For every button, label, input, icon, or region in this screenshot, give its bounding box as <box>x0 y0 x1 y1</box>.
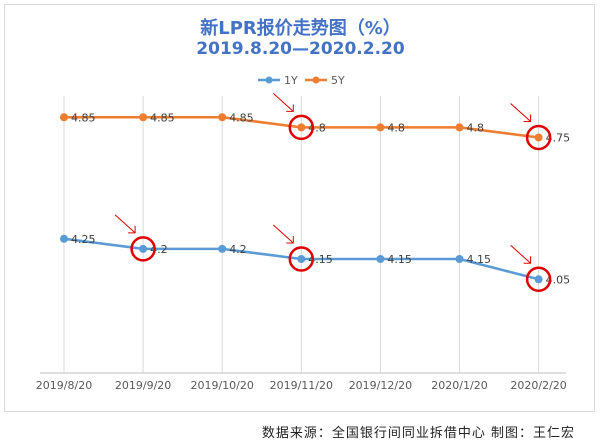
data-label: 4.25 <box>71 233 96 246</box>
highlight-circle <box>288 246 315 272</box>
data-point <box>297 123 306 132</box>
x-tick-label: 2019/10/20 <box>190 379 253 392</box>
legend-label: 5Y <box>331 74 345 87</box>
highlight-arrow <box>272 224 294 244</box>
data-label: 4.85 <box>150 111 175 124</box>
data-point <box>139 113 148 122</box>
data-label: 4.8 <box>467 121 485 134</box>
data-point <box>376 123 385 132</box>
legend-label: 1Y <box>284 74 298 87</box>
data-label: 4.15 <box>467 253 492 266</box>
x-tick-label: 2019/8/20 <box>36 379 92 392</box>
data-point <box>376 255 385 263</box>
highlight-arrowhead <box>128 225 136 234</box>
highlight-circle <box>525 266 552 292</box>
data-point <box>455 123 464 132</box>
highlight-arrowhead <box>286 236 294 244</box>
chart-title: 新LPR报价走势图（%） <box>200 18 401 39</box>
data-point <box>60 113 68 122</box>
highlight-arrow <box>510 103 531 122</box>
data-point <box>218 244 227 253</box>
data-point <box>297 255 306 263</box>
highlight-circle <box>130 236 156 262</box>
data-label: 4.75 <box>546 132 571 145</box>
data-point <box>218 113 227 122</box>
x-tick-label: 2020/2/20 <box>510 379 566 392</box>
highlight-circle <box>525 124 552 151</box>
highlight-arrow <box>272 93 294 112</box>
x-tick-label: 2020/1/20 <box>431 379 487 392</box>
highlight-arrow <box>114 214 136 234</box>
highlight-arrow <box>510 244 531 264</box>
x-tick-label: 2019/11/20 <box>270 379 333 392</box>
x-tick-label: 2019/12/20 <box>349 379 412 392</box>
chart-subtitle: 2019.8.20—2020.2.20 <box>196 39 405 59</box>
highlight-arrowhead <box>523 114 532 122</box>
data-label: 4.85 <box>71 111 96 124</box>
legend-marker <box>312 76 320 84</box>
data-label: 4.85 <box>229 111 254 124</box>
data-point <box>534 133 543 142</box>
data-point <box>60 234 68 243</box>
data-label: 4.05 <box>546 273 571 286</box>
highlight-circle <box>288 114 315 141</box>
source-note: 数据来源：全国银行间同业拆借中心 制图：王仁宏 <box>261 426 575 441</box>
data-label: 4.15 <box>308 253 333 266</box>
data-point <box>455 255 464 263</box>
data-point <box>139 244 148 253</box>
legend-marker <box>265 76 273 84</box>
highlight-arrowhead <box>523 256 532 264</box>
data-label: 4.2 <box>229 243 247 256</box>
data-point <box>534 275 543 284</box>
x-tick-label: 2019/9/20 <box>115 379 171 392</box>
data-label: 4.15 <box>387 253 412 266</box>
highlight-arrowhead <box>286 104 294 112</box>
chart-frame <box>4 4 595 412</box>
data-label: 4.8 <box>387 121 405 134</box>
